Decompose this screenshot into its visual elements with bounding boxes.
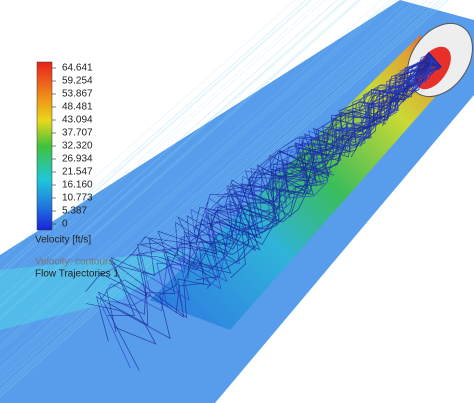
tick-label: 10.773 xyxy=(62,193,93,204)
trajectory xyxy=(107,171,333,316)
trajectory xyxy=(156,132,367,307)
streamline xyxy=(0,0,360,319)
tick-label: 5.387 xyxy=(62,206,87,217)
streamline xyxy=(0,0,312,276)
streamline xyxy=(0,0,440,390)
tick-label: 53.867 xyxy=(62,89,93,100)
streamline xyxy=(0,0,383,339)
streamline xyxy=(0,0,362,320)
streamline xyxy=(0,0,441,390)
streamline xyxy=(0,0,444,393)
trajectory xyxy=(216,58,435,209)
trajectory xyxy=(97,153,302,371)
streamline xyxy=(0,0,346,306)
streamline xyxy=(0,0,432,382)
color-bar xyxy=(36,61,53,231)
streamline xyxy=(0,0,408,362)
streamline xyxy=(0,0,394,349)
trajectory xyxy=(106,156,315,333)
streamline xyxy=(0,0,397,352)
tick-label: 37.707 xyxy=(62,128,93,139)
legend-ticks: 64.641 59.254 53.867 48.481 43.094 37.707 32.3… xyxy=(52,63,93,230)
caption: Flow Trajectories 1 xyxy=(35,269,119,280)
streamline xyxy=(0,0,311,275)
streamline xyxy=(0,0,313,277)
streamline xyxy=(0,0,424,376)
trajectory xyxy=(100,134,308,306)
trajectory xyxy=(86,162,328,340)
tick-label: 59.254 xyxy=(62,76,93,87)
streamline xyxy=(0,0,306,271)
caption: Velocity: contours xyxy=(35,257,113,268)
streamline xyxy=(0,0,435,385)
legend: 64.641 59.254 53.867 48.481 43.094 37.707 32.3… xyxy=(35,61,119,280)
streamline xyxy=(0,0,358,317)
trajectory xyxy=(188,90,386,270)
streamline xyxy=(0,0,390,346)
streamline xyxy=(0,0,321,284)
streamline xyxy=(0,0,338,299)
tick-label: 0 xyxy=(62,219,68,230)
streamline xyxy=(0,0,417,369)
streamline xyxy=(0,0,347,307)
streamline xyxy=(0,0,296,262)
legend-title: Velocity [ft/s] xyxy=(35,235,91,246)
streamline xyxy=(0,0,361,320)
tick-label: 43.094 xyxy=(62,115,93,126)
streamline xyxy=(0,0,307,272)
streamline xyxy=(0,0,420,372)
tick-label: 21.547 xyxy=(62,167,93,178)
streamline xyxy=(0,0,349,309)
streamline xyxy=(0,0,428,379)
tick-label: 26.934 xyxy=(62,154,93,165)
streamline xyxy=(0,0,346,306)
streamline xyxy=(0,0,392,347)
tick-label: 48.481 xyxy=(62,102,93,113)
streamline xyxy=(0,0,444,393)
tick-label: 32.320 xyxy=(62,141,93,152)
tick-label: 16.160 xyxy=(62,180,93,191)
streamline xyxy=(0,0,416,369)
streamline xyxy=(0,0,326,289)
trajectory xyxy=(398,52,441,77)
tick-label: 64.641 xyxy=(62,63,93,74)
